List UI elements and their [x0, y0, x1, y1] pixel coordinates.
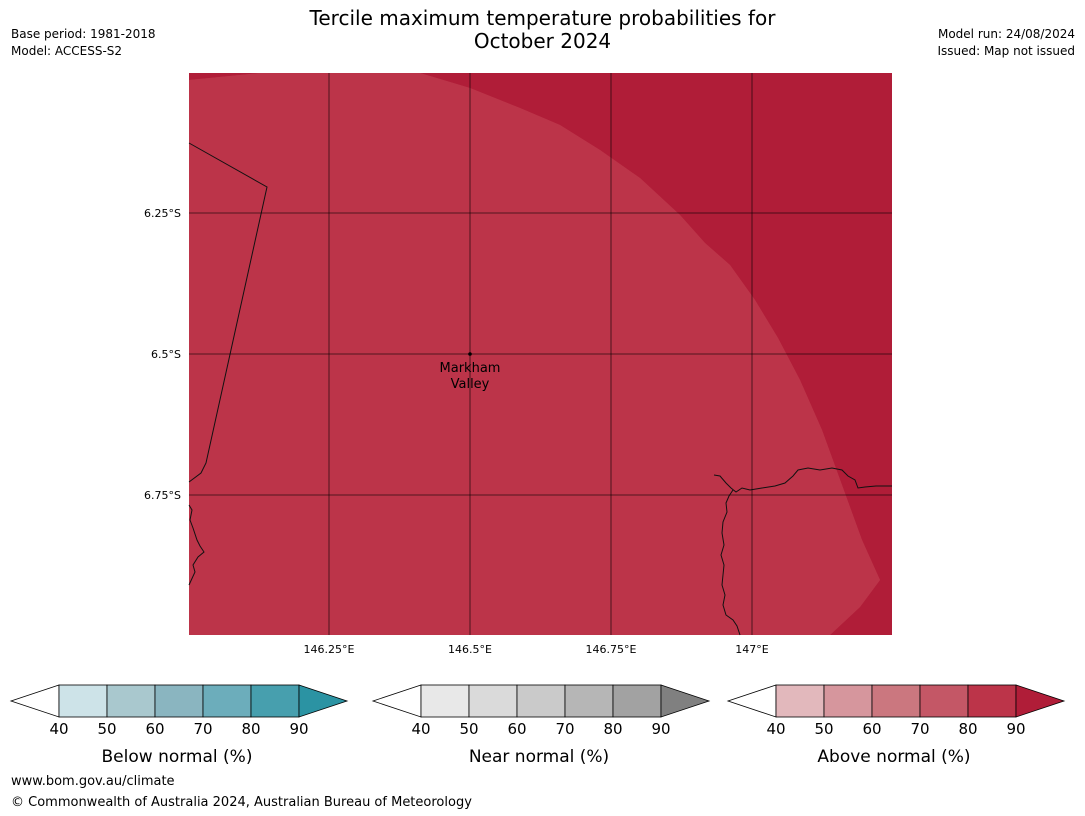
colorbar-tick-label: 70: [193, 720, 212, 738]
latitude-labels: 6.25°S 6.5°S 6.75°S: [144, 207, 181, 502]
coastline-east-north: [713, 467, 892, 493]
colorbar-bin: [967, 684, 1017, 718]
coastline-east-south: [720, 489, 741, 636]
model-name: Model: ACCESS-S2: [11, 44, 123, 58]
footer-url: www.bom.gov.au/climate: [11, 774, 175, 789]
colorbar-tick-label: 70: [910, 720, 929, 738]
longitude-labels: 146.25°E 146.5°E 146.75°E 147°E: [304, 643, 769, 656]
colorbar-tick-label: 80: [241, 720, 260, 738]
lat-label: 6.5°S: [151, 348, 181, 361]
colorbar-tick-label: 80: [958, 720, 977, 738]
location-marker: [468, 352, 472, 356]
colorbar-tick-label: 40: [766, 720, 785, 738]
colorbar-tick-label: 40: [411, 720, 430, 738]
colorbar-tick-label: 60: [862, 720, 881, 738]
colorbar-bin: [823, 684, 873, 718]
colorbar-label: Above normal (%): [817, 747, 970, 767]
colorbar-legend: 40 50 60 70 80 90 Above normal (%): [726, 684, 1066, 767]
lon-label: 147°E: [735, 643, 768, 656]
colorbar-legend: 40 50 60 70 80 90 Near normal (%): [371, 684, 711, 767]
colorbar-tick-label: 60: [507, 720, 526, 738]
colorbar-extend-high: [298, 684, 349, 718]
colorbar-label: Near normal (%): [469, 747, 609, 767]
colorbar-extend-low: [371, 684, 422, 718]
colorbar-tick-label: 70: [555, 720, 574, 738]
colorbar-bin: [58, 684, 108, 718]
border-line: [188, 142, 268, 483]
lon-label: 146.25°E: [304, 643, 355, 656]
lon-label: 146.75°E: [586, 643, 637, 656]
colorbar-bin: [420, 684, 470, 718]
map-metadata-right: Model run: 24/08/2024 Issued: Map not is…: [937, 26, 1075, 60]
colorbar-tick-label: 50: [459, 720, 478, 738]
colorbar-tick-label: 90: [651, 720, 670, 738]
colorbar-bin: [202, 684, 252, 718]
colorbar-legend: 40 50 60 70 80 90 Below normal (%): [9, 684, 349, 767]
lon-label: 146.5°E: [448, 643, 492, 656]
colorbar-tick-label: 60: [145, 720, 164, 738]
location-label-line-1: Markham: [440, 361, 501, 376]
colorbar-bin: [250, 684, 300, 718]
title-line-1: Tercile maximum temperature probabilitie…: [309, 6, 776, 30]
colorbar-tick-label: 50: [97, 720, 116, 738]
colorbar-label: Below normal (%): [102, 747, 253, 767]
colorbar-tick-label: 80: [603, 720, 622, 738]
colorbar-bin: [564, 684, 614, 718]
colorbar-extend-low: [726, 684, 777, 718]
map-metadata-left: Base period: 1981-2018 Model: ACCESS-S2: [11, 26, 156, 60]
colorbar-extend-high: [660, 684, 711, 718]
footer-copyright: © Commonwealth of Australia 2024, Austra…: [11, 795, 472, 810]
colorbar-bin: [516, 684, 566, 718]
lat-label: 6.75°S: [144, 489, 181, 502]
coastline-west: [188, 504, 205, 586]
coastline-border: [188, 142, 892, 636]
colorbar-bin: [919, 684, 969, 718]
probability-zone-90-plus: [189, 73, 892, 635]
colorbar-bin: [612, 684, 662, 718]
location-label-line-2: Valley: [451, 377, 490, 392]
colorbar-bin: [154, 684, 204, 718]
colorbar-bin: [106, 684, 156, 718]
colorbar-bin: [775, 684, 825, 718]
model-run: Model run: 24/08/2024: [937, 27, 1075, 41]
title-line-2: October 2024: [473, 29, 612, 53]
map-title: Tercile maximum temperature probabilitie…: [0, 7, 1085, 53]
colorbar-bin: [871, 684, 921, 718]
colorbar-extend-high: [1015, 684, 1066, 718]
colorbar-tick-label: 50: [814, 720, 833, 738]
legends: 40 50 60 70 80 90 Below normal (%) 40 50 60 70 80 90…: [9, 684, 1066, 767]
issue-status: Issued: Map not issued: [937, 44, 1075, 58]
colorbar-tick-label: 40: [49, 720, 68, 738]
colorbar-bin: [468, 684, 518, 718]
colorbar-extend-low: [9, 684, 60, 718]
colorbar-tick-label: 90: [1006, 720, 1025, 738]
base-period: Base period: 1981-2018: [11, 27, 156, 41]
lat-label: 6.25°S: [144, 207, 181, 220]
colorbar-tick-label: 90: [289, 720, 308, 738]
